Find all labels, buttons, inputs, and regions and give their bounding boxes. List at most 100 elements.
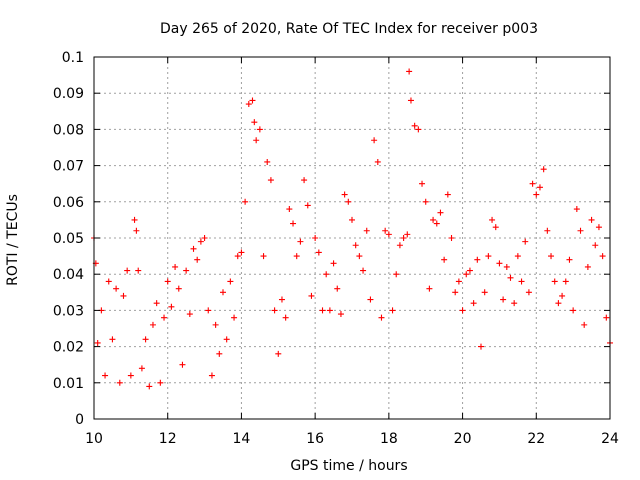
data-point (584, 263, 591, 270)
data-point (208, 372, 215, 379)
y-tick-label: 0.01 (53, 376, 84, 392)
chart-title: Day 265 of 2020, Rate Of TEC Index for r… (160, 21, 538, 37)
data-point (205, 307, 212, 314)
data-point (124, 267, 131, 274)
data-point (286, 206, 293, 213)
x-tick-label: 20 (454, 431, 472, 447)
data-point (116, 379, 123, 386)
y-tick-label: 0.04 (53, 267, 84, 283)
data-point (430, 216, 437, 223)
y-tick-label: 0.03 (53, 303, 84, 319)
data-point (599, 253, 606, 260)
data-point (149, 321, 156, 328)
data-point (312, 235, 319, 241)
data-point (470, 300, 477, 307)
x-tick-label: 12 (159, 431, 177, 447)
data-point (382, 227, 389, 234)
data-point (481, 289, 488, 296)
data-point (264, 158, 271, 165)
data-point (220, 289, 226, 296)
data-point (478, 343, 484, 350)
data-point (308, 292, 315, 299)
y-tick-label: 0.02 (53, 340, 84, 356)
data-point (548, 253, 555, 260)
y-axis-tick-labels: 0 0.01 0.02 0.03 0.04 0.05 0.06 0.07 0.08 0.09 0.1 (53, 50, 84, 428)
data-point (94, 339, 101, 346)
data-point (415, 126, 422, 133)
y-tick-label: 0.08 (53, 122, 84, 138)
data-point (514, 253, 521, 260)
x-tick-label: 16 (306, 431, 324, 447)
data-point (319, 307, 326, 314)
data-point (113, 285, 120, 292)
data-point (363, 227, 370, 234)
data-point (529, 180, 536, 187)
data-point (406, 68, 413, 75)
data-point (179, 361, 186, 368)
data-point (466, 267, 473, 274)
data-point (595, 224, 602, 231)
data-point (271, 307, 278, 314)
data-point (201, 235, 208, 241)
data-point (463, 271, 470, 278)
x-tick-label: 24 (601, 431, 619, 447)
data-point (172, 263, 179, 270)
data-point (256, 126, 263, 133)
data-point (337, 311, 344, 318)
data-point (407, 97, 414, 104)
data-point (603, 314, 610, 321)
data-point (385, 231, 392, 238)
data-point (161, 314, 168, 321)
data-point (330, 260, 337, 267)
x-tick-label: 18 (380, 431, 398, 447)
data-point (249, 97, 256, 104)
x-tick-label: 14 (233, 431, 251, 447)
data-point (540, 166, 547, 173)
data-point (253, 137, 260, 144)
data-point (227, 278, 234, 285)
data-point (404, 231, 411, 238)
y-tick-label: 0.06 (53, 195, 84, 211)
data-point (393, 271, 400, 278)
data-point (422, 198, 429, 205)
data-point (518, 278, 525, 285)
data-point (260, 253, 267, 260)
data-point (315, 249, 322, 256)
data-point (562, 278, 569, 285)
data-point (489, 216, 496, 223)
data-point (168, 303, 175, 310)
data-point (183, 267, 190, 274)
data-point (455, 278, 462, 285)
data-point (135, 267, 142, 274)
data-point (411, 122, 418, 129)
data-point (290, 220, 297, 227)
data-point (334, 285, 341, 292)
data-point (492, 224, 499, 231)
data-point (426, 285, 433, 292)
data-point (326, 307, 333, 314)
data-point (146, 383, 153, 390)
data-point (267, 177, 274, 184)
data-point (522, 238, 529, 245)
data-point (419, 180, 426, 187)
data-point (216, 350, 223, 357)
data-point (212, 321, 219, 328)
data-point (367, 296, 374, 303)
data-point (186, 311, 193, 318)
y-tick-label: 0 (75, 412, 84, 428)
data-point (131, 216, 138, 223)
data-point (275, 350, 282, 357)
data-point (120, 292, 127, 299)
y-axis-title: ROTI / TECUs (5, 194, 21, 286)
data-point (282, 314, 289, 321)
data-point (448, 235, 455, 241)
data-point (245, 101, 252, 108)
data-point (573, 206, 580, 213)
axis-ticks (93, 56, 611, 420)
data-point (533, 191, 540, 198)
data-point (190, 245, 197, 252)
data-point (400, 235, 407, 241)
data-point (323, 271, 330, 278)
